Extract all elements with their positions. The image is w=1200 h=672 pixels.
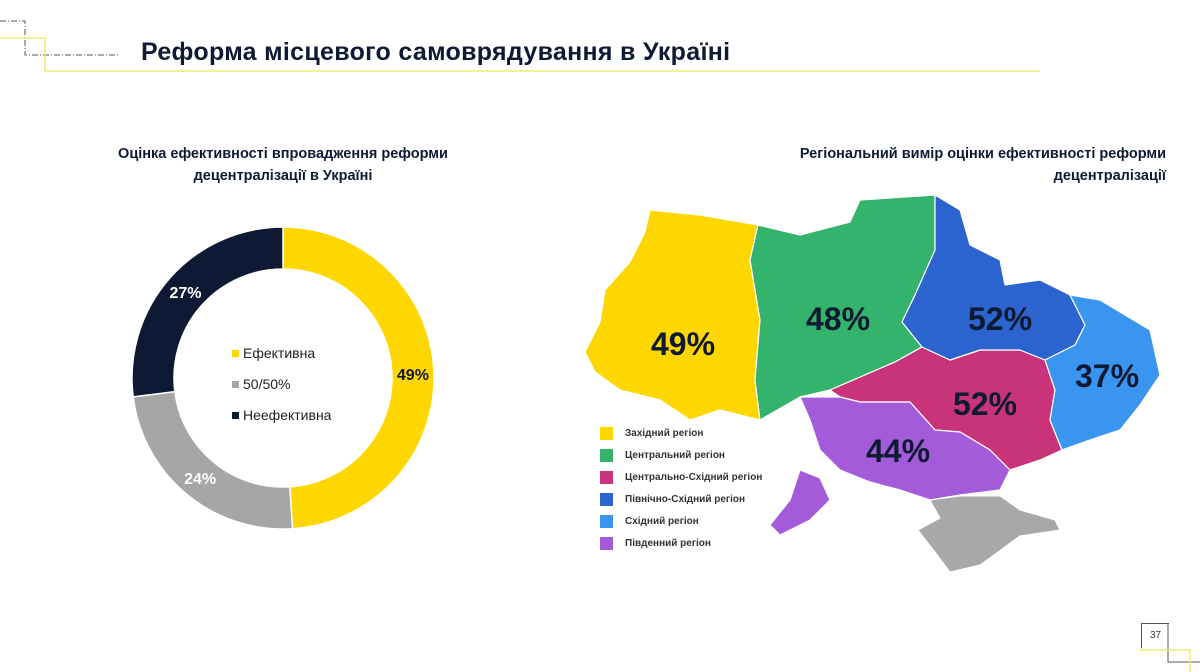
map-data-label: 37% bbox=[1075, 358, 1139, 394]
donut-data-label: 27% bbox=[169, 285, 201, 302]
map-region bbox=[584, 209, 761, 421]
legend-label: Південний регіон bbox=[625, 538, 711, 549]
donut-slice bbox=[131, 226, 284, 398]
legend-swatch bbox=[600, 427, 613, 440]
map-data-label: 49% bbox=[651, 326, 715, 362]
map-data-label: 52% bbox=[953, 386, 1017, 422]
map-legend-item: Східний регіон bbox=[600, 515, 699, 528]
map-region bbox=[1044, 294, 1161, 451]
legend-label: Північно-Східний регіон bbox=[625, 494, 745, 505]
yellow-frame-line bbox=[0, 37, 1040, 72]
legend-label: Центрально-Східний регіон bbox=[625, 472, 763, 483]
page-number: 37 bbox=[1141, 623, 1169, 648]
donut-slice bbox=[282, 226, 435, 530]
legend-swatch bbox=[600, 449, 613, 462]
donut-data-label: 49% bbox=[397, 367, 429, 384]
donut-chart: 49% 24% 27% bbox=[131, 226, 435, 530]
legend-label: 50/50% bbox=[243, 376, 291, 392]
map-data-label: 48% bbox=[806, 301, 870, 337]
donut-legend-item: Ефективна bbox=[232, 345, 315, 361]
donut-legend-item: 50/50% bbox=[232, 376, 290, 392]
legend-label: Неефективна bbox=[243, 407, 332, 423]
map-legend-item: Західний регіон bbox=[600, 427, 703, 440]
legend-swatch bbox=[600, 471, 613, 484]
donut-legend-item: Неефективна bbox=[232, 407, 331, 423]
legend-swatch bbox=[600, 515, 613, 528]
map-region-crimea bbox=[917, 495, 1061, 573]
map-legend-item: Центральний регіон bbox=[600, 449, 725, 462]
legend-swatch bbox=[232, 380, 239, 388]
legend-label: Західний регіон bbox=[625, 428, 704, 439]
donut-chart-title: Оцінка ефективності впровадження реформи… bbox=[118, 146, 448, 184]
legend-label: Ефективна bbox=[243, 345, 316, 361]
map-data-label: 52% bbox=[968, 301, 1032, 337]
map-legend-item: Центрально-Східний регіон bbox=[600, 471, 762, 484]
legend-swatch bbox=[232, 411, 239, 419]
donut-data-label: 24% bbox=[184, 471, 216, 488]
legend-label: Центральний регіон bbox=[625, 450, 725, 461]
yellow-frame-line-bottom bbox=[1140, 647, 1191, 672]
map-data-label: 44% bbox=[866, 433, 930, 469]
map-region bbox=[769, 469, 831, 536]
page-title: Реформа місцевого самоврядування в Украї… bbox=[141, 38, 731, 66]
legend-swatch bbox=[600, 537, 613, 550]
legend-swatch bbox=[600, 493, 613, 506]
map-title: Регіональний вимір оцінки ефективності р… bbox=[799, 146, 1166, 184]
legend-swatch bbox=[232, 349, 239, 357]
map-legend-item: Північно-Східний регіон bbox=[600, 493, 745, 506]
map-region bbox=[799, 396, 1011, 501]
map-legend-item: Південний регіон bbox=[600, 537, 711, 550]
legend-label: Східний регіон bbox=[625, 516, 699, 527]
